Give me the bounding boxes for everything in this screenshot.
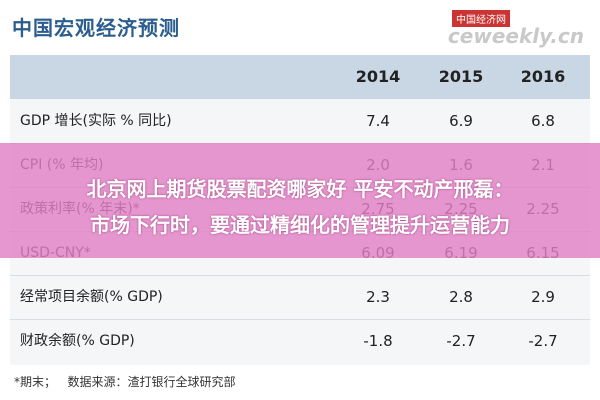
cell-value: 6.8: [531, 112, 555, 130]
column-header: 2014: [355, 67, 401, 86]
banner-line: 北京网上期货股票配资哪家好 平安不动产邢磊：: [86, 177, 514, 201]
row-separator: [10, 275, 590, 276]
cell-value: -2.7: [528, 332, 558, 350]
banner-line: 市场下行时，要通过精细化的管理提升运营能力: [90, 213, 510, 237]
column-header: 2015: [438, 67, 484, 86]
title: 中国宏观经济预测: [12, 16, 180, 40]
cell-value: 7.4: [366, 112, 390, 130]
site-watermark: ceweekly.cn: [447, 24, 584, 48]
row-separator: [10, 319, 590, 320]
row-label: 经常项目余额(% GDP): [20, 289, 163, 305]
row-label: GDP 增长(实际 % 同比): [20, 113, 172, 129]
cell-value: 2.8: [449, 288, 473, 306]
footer: *期末； 数据来源：渣打银行全球研究部: [14, 373, 235, 390]
cell-value: 2.3: [366, 288, 390, 306]
footer-note: *期末；: [14, 375, 57, 389]
column-header: 2016: [520, 67, 566, 86]
cell-value: 6.9: [449, 112, 473, 130]
banner: 北京网上期货股票配资哪家好 平安不动产邢磊： 市场下行时，要通过精细化的管理提升运…: [0, 143, 600, 258]
footer-source: 数据来源：渣打银行全球研究部: [67, 375, 236, 389]
header-row: [10, 55, 590, 99]
row-label: 财政余额(% GDP): [20, 333, 135, 349]
logo: 中国经济网: [452, 10, 510, 27]
cell-value: -1.8: [363, 332, 393, 350]
cell-value: 2.9: [531, 288, 555, 306]
cell-value: -2.7: [446, 332, 476, 350]
